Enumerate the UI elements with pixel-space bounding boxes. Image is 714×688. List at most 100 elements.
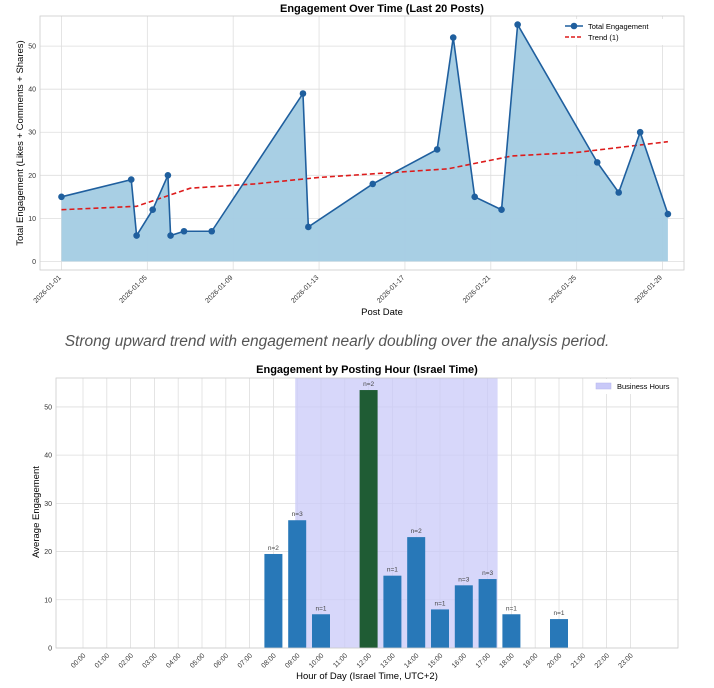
chart2-xtick-label: 15:00 (427, 652, 444, 669)
legend-business-hours-label: Business Hours (617, 382, 670, 391)
chart2-bar-1700 (478, 579, 497, 648)
chart2-xtick-label: 10:00 (308, 652, 325, 669)
chart2-xtick-label: 23:00 (617, 652, 634, 669)
chart2-legend-box (591, 379, 675, 394)
legend-business-hours-swatch (595, 382, 612, 390)
chart2-xtick-label: 03:00 (141, 652, 158, 669)
chart2-x-ticks: 00:00 01:00 02:00 03:00 04:00 05:00 06:00 07:00… (70, 652, 635, 669)
chart2-bar-count: n=1 (387, 567, 398, 574)
chart2-xtick-label: 04:00 (165, 652, 182, 669)
chart1-data-point (208, 227, 216, 235)
chart2-xtick-label: 20:00 (546, 652, 563, 669)
chart1-title: Engagement Over Time (Last 20 Posts) (280, 3, 484, 15)
chart2-xtick-label: 13:00 (379, 652, 396, 669)
chart2-ytick-label: 50 (44, 404, 52, 411)
chart2-bar-1400 (407, 537, 426, 648)
chart2-bar-1000 (312, 614, 330, 648)
chart2-xtick-label: 05:00 (189, 652, 206, 669)
chart1-ytick-label: 40 (28, 87, 36, 94)
chart2-plot-frame (55, 377, 679, 649)
chart2-xlabel: Hour of Day (Israel Time, UTC+2) (296, 671, 438, 682)
chart1-data-point (593, 159, 601, 166)
chart2-bar-count: n=1 (315, 605, 326, 612)
chart1-data-point (299, 90, 307, 97)
chart2-bar-count: n=2 (268, 545, 279, 552)
chart2-legend: Business Hours (591, 379, 675, 394)
chart1-legend-box (560, 19, 682, 45)
chart2-xtick-label: 07:00 (237, 652, 254, 669)
chart1-data-point (449, 34, 457, 41)
engagement-over-time-chart: Engagement Over Time (Last 20 Posts) Pos… (15, 3, 685, 318)
chart1-data-point (636, 128, 644, 136)
chart2-bars (264, 390, 568, 648)
chart2-bar-1500 (431, 609, 449, 648)
chart1-ytick-label: 10 (28, 216, 36, 223)
chart2-xtick-label: 16:00 (451, 652, 468, 669)
chart2-bar-2000 (550, 619, 568, 648)
chart1-xtick-label: 2026-01-29 (634, 274, 664, 304)
chart2-ytick-label: 10 (44, 597, 52, 604)
chart1-xtick-label: 2026-01-21 (462, 274, 492, 304)
chart1-area-fill (61, 24, 668, 262)
chart1-ylabel: Total Engagement (Likes + Comments + Sha… (15, 40, 26, 245)
chart2-xtick-label: 06:00 (213, 652, 230, 669)
chart1-data-point (615, 189, 623, 196)
chart2-xtick-label: 11:00 (332, 652, 349, 669)
legend-trend-label: Trend (1) (588, 33, 619, 42)
chart2-xtick-label: 19:00 (522, 652, 539, 669)
chart2-bar-count: n=1 (434, 600, 445, 607)
legend-total-engagement-marker (570, 22, 578, 30)
chart2-y-ticks: 0 10 20 30 40 50 (44, 404, 52, 652)
chart2-ytick-label: 30 (44, 501, 52, 508)
chart1-xtick-label: 2026-01-25 (548, 274, 578, 304)
chart1-data-point (433, 146, 441, 153)
chart1-series-line (61, 22, 669, 238)
chart1-series-polyline (61, 22, 669, 238)
chart2-bar-0900 (288, 520, 307, 648)
chart2-ytick-label: 20 (44, 549, 52, 556)
chart2-bar-count: n=3 (458, 576, 469, 583)
chart1-ytick-label: 20 (28, 173, 36, 180)
chart2-xtick-label: 18:00 (498, 652, 515, 669)
chart1-data-point (664, 210, 672, 218)
chart2-bar-count: n=2 (363, 381, 374, 388)
chart1-trend-line (61, 140, 668, 211)
chart1-points (58, 21, 672, 239)
chart1-data-point (133, 232, 140, 239)
chart1-legend: Total Engagement Trend (1) (560, 19, 682, 45)
chart1-data-point (58, 193, 65, 201)
chart2-xtick-label: 21:00 (570, 652, 587, 669)
legend-total-engagement-label: Total Engagement (588, 22, 649, 31)
engagement-by-hour-chart: Engagement by Posting Hour (Israel Time)… (31, 364, 679, 682)
chart2-ytick-label: 0 (48, 646, 52, 653)
chart1-data-point (164, 171, 172, 179)
chart2-xtick-label: 01:00 (94, 652, 111, 669)
chart1-data-point (127, 176, 135, 183)
chart1-data-point (149, 206, 156, 214)
caption-text: Strong upward trend with engagement near… (65, 333, 610, 350)
chart1-ytick-label: 50 (28, 44, 36, 51)
chart2-xtick-label: 00:00 (70, 652, 87, 669)
chart1-xtick-label: 2026-01-09 (204, 274, 234, 304)
chart1-xtick-label: 2026-01-05 (118, 274, 148, 304)
chart2-xtick-label: 12:00 (356, 652, 373, 669)
chart1-ytick-label: 0 (32, 259, 36, 266)
chart1-data-point (514, 21, 521, 28)
chart1-xtick-label: 2026-01-13 (290, 274, 320, 304)
chart1-trend-polyline (61, 140, 668, 211)
chart2-ylabel: Average Engagement (31, 466, 42, 558)
chart1-ytick-label: 30 (28, 130, 36, 137)
chart1-plot-frame (39, 15, 685, 271)
chart1-data-point (305, 223, 312, 231)
chart2-xtick-label: 17:00 (475, 652, 492, 669)
chart2-bar-count: n=2 (411, 528, 422, 535)
chart2-xtick-label: 14:00 (403, 652, 420, 669)
chart1-data-point (167, 232, 174, 239)
chart2-bar-count: n=3 (482, 570, 493, 577)
chart1-data-point (498, 206, 505, 214)
chart2-bar-0800 (264, 553, 283, 648)
chart1-xtick-label: 2026-01-17 (376, 274, 406, 304)
chart1-data-point (180, 227, 188, 235)
chart1-data-point (471, 193, 479, 201)
